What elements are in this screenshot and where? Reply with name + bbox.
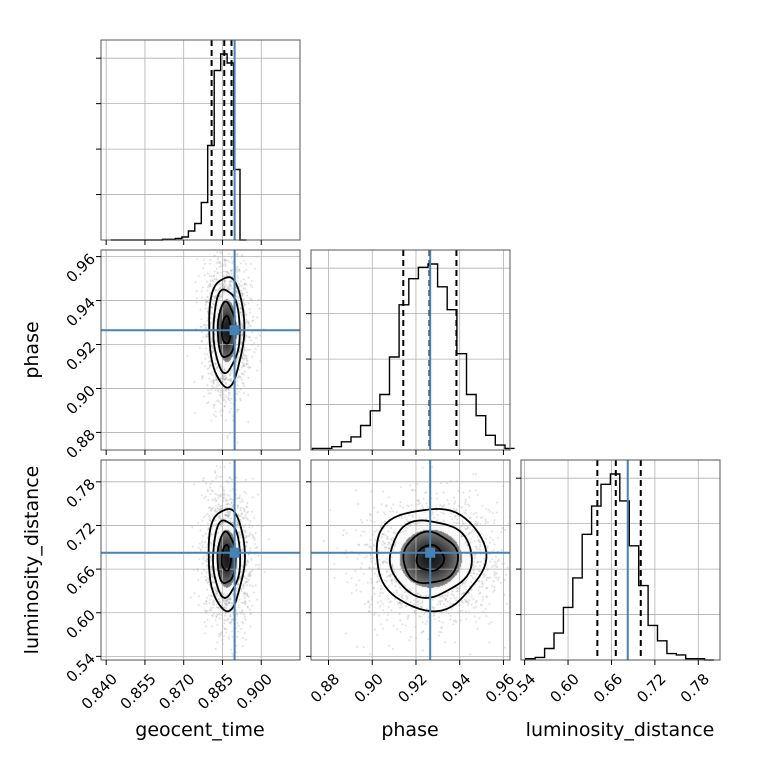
histogram-luminosity_distance: [525, 473, 714, 661]
xtick-label-phase-0: 0.88: [307, 670, 343, 706]
contour-geocent_time_vs_luminosity_distance-1: [216, 530, 237, 585]
xtick-label-luminosity_distance-2: 0.66: [590, 670, 626, 706]
panel-frame-2-2: [520, 459, 721, 661]
panel-frame-0-0: [100, 39, 301, 241]
x-axis-title-geocent-time: geocent_time: [135, 719, 264, 741]
density-geocent_time_vs_luminosity_distance: [101, 460, 300, 660]
x-axis-title-luminosity-distance: luminosity_distance: [526, 719, 715, 741]
ytick-label-luminosity_distance-3: 0.72: [63, 519, 99, 555]
contour-phase_vs_luminosity_distance-0: [415, 543, 446, 572]
xtick-label-geocent_time-2: 0.870: [155, 670, 198, 713]
density-geocent_time_vs_phase: [101, 250, 300, 450]
ytick-label-phase-3: 0.94: [63, 294, 99, 330]
xtick-label-phase-2: 0.92: [394, 670, 430, 706]
contour-phase_vs_luminosity_distance-1: [402, 530, 459, 585]
panel-frame-1-0: [100, 249, 301, 451]
ytick-label-luminosity_distance-2: 0.66: [63, 562, 99, 598]
panel-frame-2-0: [100, 459, 301, 661]
xtick-label-geocent_time-4: 0.900: [233, 670, 276, 713]
truth-marker-geocent_time_vs_phase: [229, 325, 240, 336]
truth-marker-geocent_time_vs_luminosity_distance: [229, 547, 240, 558]
xtick-label-luminosity_distance-3: 0.72: [633, 670, 669, 706]
y-axis-title-phase: phase: [21, 321, 43, 378]
xtick-label-geocent_time-3: 0.885: [194, 670, 237, 713]
y-axis-title-luminosity-distance: luminosity_distance: [21, 466, 43, 655]
x-axis-title-phase: phase: [381, 719, 438, 741]
ytick-label-luminosity_distance-1: 0.60: [63, 606, 99, 642]
xtick-label-luminosity_distance-4: 0.78: [677, 670, 713, 706]
xtick-label-phase-3: 0.94: [438, 670, 474, 706]
ytick-label-phase-4: 0.96: [63, 250, 99, 286]
ytick-label-luminosity_distance-4: 0.78: [63, 475, 99, 511]
ytick-label-luminosity_distance-0: 0.54: [63, 650, 99, 686]
contour-geocent_time_vs_luminosity_distance-2: [212, 519, 241, 599]
contour-geocent_time_vs_luminosity_distance-0: [221, 543, 232, 572]
panel-frame-1-1: [310, 249, 511, 451]
ytick-label-phase-2: 0.92: [63, 338, 99, 374]
contour-phase_vs_luminosity_distance-3: [375, 508, 488, 613]
xtick-label-geocent_time-1: 0.855: [117, 670, 160, 713]
contour-phase_vs_luminosity_distance-2: [388, 519, 473, 599]
ytick-label-phase-1: 0.90: [63, 382, 99, 418]
xtick-label-phase-1: 0.90: [351, 670, 387, 706]
xtick-label-luminosity_distance-1: 0.60: [546, 670, 582, 706]
histogram-geocent_time: [110, 53, 247, 241]
density-phase_vs_luminosity_distance: [311, 460, 510, 660]
panel-frame-2-1: [310, 459, 511, 661]
truth-marker-phase_vs_luminosity_distance: [425, 547, 436, 558]
ytick-label-phase-0: 0.88: [63, 426, 99, 462]
histogram-phase: [311, 263, 515, 450]
